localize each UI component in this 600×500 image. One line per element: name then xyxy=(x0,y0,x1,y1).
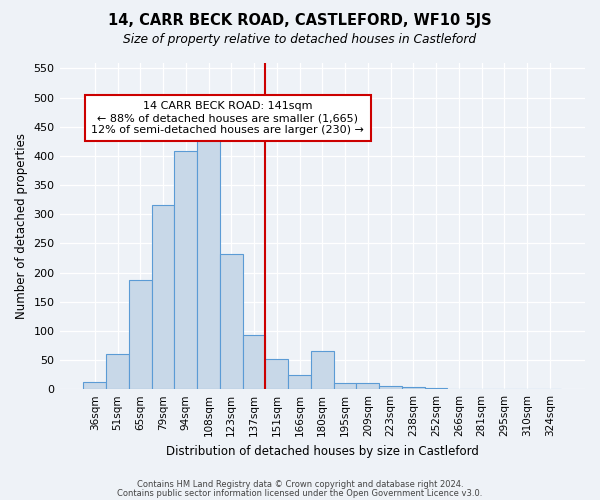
Bar xyxy=(129,280,152,389)
Text: Contains public sector information licensed under the Open Government Licence v3: Contains public sector information licen… xyxy=(118,489,482,498)
Bar xyxy=(175,151,197,389)
Bar xyxy=(425,388,448,389)
Text: Contains HM Land Registry data © Crown copyright and database right 2024.: Contains HM Land Registry data © Crown c… xyxy=(137,480,463,489)
Bar xyxy=(493,388,515,389)
Bar xyxy=(379,386,402,389)
Bar xyxy=(106,354,129,389)
Bar xyxy=(515,388,538,389)
Bar xyxy=(220,254,242,389)
Bar xyxy=(197,136,220,389)
Bar xyxy=(356,384,379,389)
Bar xyxy=(311,352,334,389)
Bar xyxy=(288,374,311,389)
Bar xyxy=(152,205,175,389)
Text: 14 CARR BECK ROAD: 141sqm
← 88% of detached houses are smaller (1,665)
12% of se: 14 CARR BECK ROAD: 141sqm ← 88% of detac… xyxy=(91,102,364,134)
Bar xyxy=(83,382,106,389)
Y-axis label: Number of detached properties: Number of detached properties xyxy=(15,133,28,319)
Bar xyxy=(402,388,425,389)
Bar xyxy=(538,388,561,389)
Bar xyxy=(242,335,265,389)
Text: 14, CARR BECK ROAD, CASTLEFORD, WF10 5JS: 14, CARR BECK ROAD, CASTLEFORD, WF10 5JS xyxy=(108,12,492,28)
Bar xyxy=(448,388,470,389)
Text: Size of property relative to detached houses in Castleford: Size of property relative to detached ho… xyxy=(124,32,476,46)
Bar xyxy=(470,388,493,389)
Bar xyxy=(334,384,356,389)
Bar xyxy=(265,359,288,389)
X-axis label: Distribution of detached houses by size in Castleford: Distribution of detached houses by size … xyxy=(166,444,479,458)
